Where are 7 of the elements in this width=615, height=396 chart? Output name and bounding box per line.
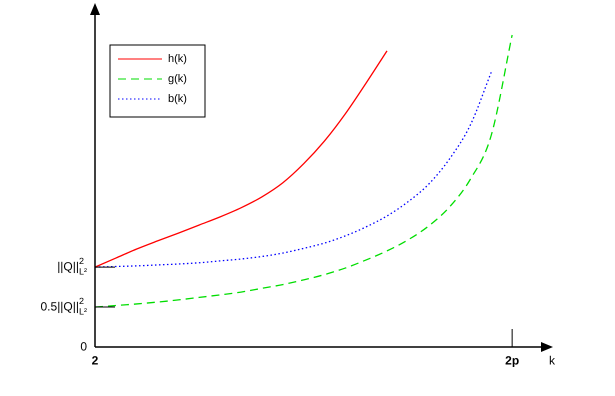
x-tick-label: 2p <box>505 353 520 368</box>
x-axis-title: k <box>549 353 556 368</box>
x-tick-label: 2 <box>92 353 99 368</box>
text: 0 <box>80 339 88 354</box>
legend-label: h(k) <box>168 53 187 66</box>
legend-label: b(k) <box>168 93 187 106</box>
legend-label: g(k) <box>168 73 187 86</box>
